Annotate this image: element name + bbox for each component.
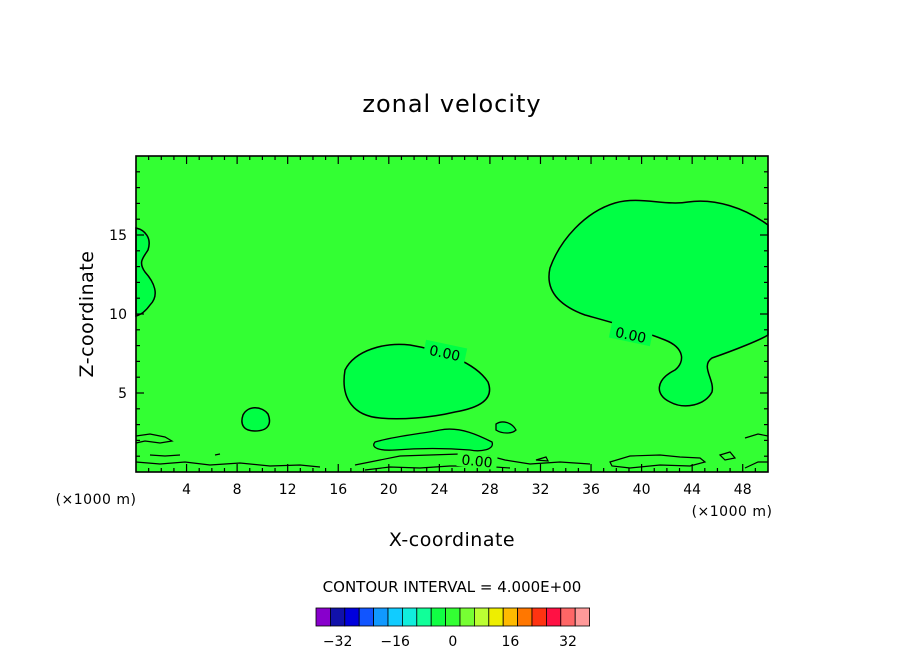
- y-axis-title: Z-coordinate: [76, 251, 98, 378]
- colorbar-tick-label: 0: [448, 634, 457, 650]
- x-tick-label: 36: [582, 482, 600, 498]
- colorbar-swatch: [387, 607, 403, 627]
- colorbar-swatch: [344, 607, 360, 627]
- contour-regions: [135, 199, 769, 452]
- colorbar-swatch: [473, 607, 490, 627]
- x-tick-label: 20: [380, 482, 398, 498]
- chart-title: zonal velocity: [362, 90, 541, 118]
- x-tick-label: 48: [734, 482, 752, 498]
- colorbar-swatch: [358, 607, 375, 627]
- colorbar-swatch: [329, 607, 346, 627]
- colorbar-labels: −32 −16 0 16 32: [323, 634, 577, 650]
- x-tick-labels: 4 8 12 16 20 24 28 32 36 40 44 48: [182, 482, 752, 498]
- colorbar-swatch: [574, 607, 591, 627]
- colorbar-swatch: [488, 607, 504, 627]
- colorbar-tick-label: 32: [559, 634, 577, 650]
- colorbar-swatch: [315, 607, 331, 627]
- contour-label: 0.00: [428, 343, 462, 365]
- x-unit-right: (×1000 m): [692, 504, 773, 520]
- region-small-left: [241, 407, 271, 432]
- colorbar-swatch: [430, 607, 447, 627]
- colorbar-swatch: [502, 607, 519, 627]
- x-tick-label: 12: [279, 482, 297, 498]
- contour-label-group: 0.00 0.00 0.00: [422, 321, 654, 472]
- x-tick-label: 40: [633, 482, 651, 498]
- region-small-right: [495, 421, 517, 434]
- y-tick-labels: 5 10 15: [109, 228, 127, 402]
- x-tick-label: 44: [683, 482, 701, 498]
- region-bottom-center: [373, 428, 493, 452]
- x-unit-left: (×1000 m): [56, 492, 137, 508]
- x-axis-title: X-coordinate: [389, 529, 515, 551]
- colorbar: [315, 607, 591, 627]
- colorbar-swatch: [560, 607, 576, 627]
- x-tick-label: 24: [430, 482, 448, 498]
- x-tick-label: 16: [329, 482, 347, 498]
- colorbar-tick-label: 16: [501, 634, 519, 650]
- colorbar-swatch: [416, 607, 432, 627]
- region-middle: [343, 343, 491, 420]
- colorbar-swatch: [459, 607, 475, 627]
- colorbar-swatch: [445, 607, 461, 627]
- colorbar-swatch: [373, 607, 389, 627]
- y-tick-label: 15: [109, 228, 127, 244]
- contour-label: 0.00: [461, 452, 494, 471]
- colorbar-swatch: [401, 607, 418, 627]
- x-tick-label: 28: [481, 482, 499, 498]
- colorbar-swatch: [546, 607, 562, 627]
- x-tick-label: 4: [182, 482, 191, 498]
- colorbar-swatch: [517, 607, 533, 627]
- contour-label: 0.00: [614, 325, 648, 347]
- contour-interval: CONTOUR INTERVAL = 4.000E+00: [323, 578, 582, 596]
- y-tick-label: 5: [118, 386, 127, 402]
- x-tick-label: 8: [233, 482, 242, 498]
- region-left-edge: [135, 227, 156, 317]
- colorbar-tick-label: −16: [380, 634, 410, 650]
- colorbar-tick-label: −32: [323, 634, 353, 650]
- colorbar-swatch: [531, 607, 547, 627]
- x-tick-label: 32: [532, 482, 550, 498]
- y-tick-label: 10: [109, 307, 127, 323]
- plot-frame: [135, 155, 769, 473]
